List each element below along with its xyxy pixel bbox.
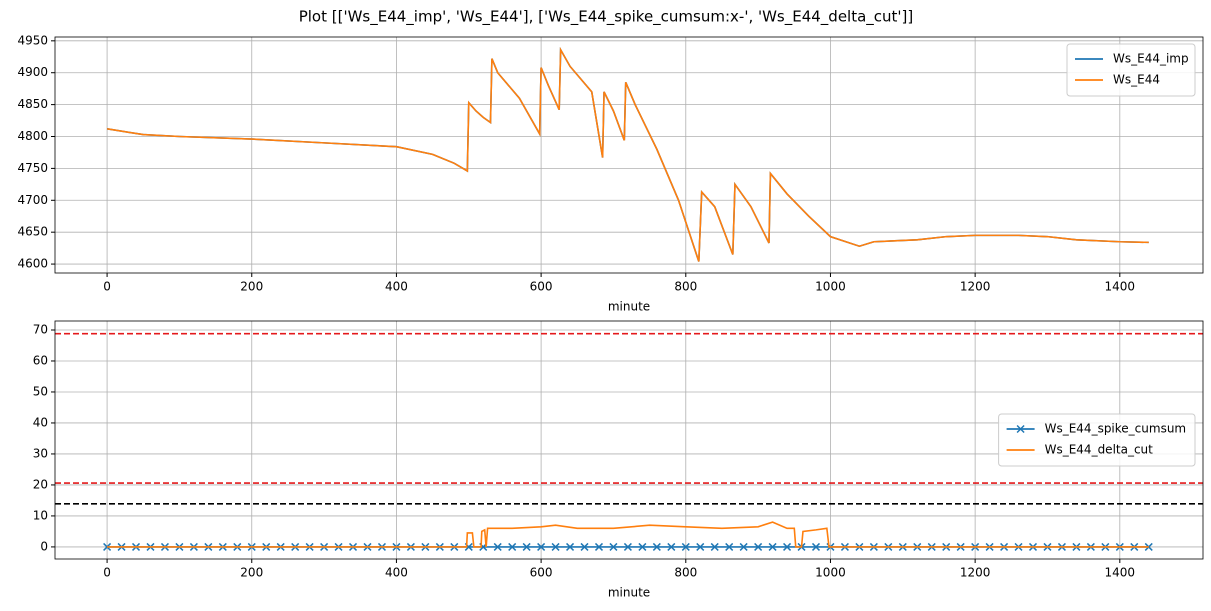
y-tick-label: 20	[33, 477, 48, 491]
series-line	[106, 46, 1149, 262]
x-tick-label: 0	[103, 566, 111, 580]
y-tick-label: 0	[40, 539, 48, 553]
legend-label: Ws_E44_delta_cut	[1045, 443, 1154, 457]
marker	[811, 542, 821, 551]
x-tick-label: 600	[530, 566, 553, 580]
marker	[783, 542, 792, 551]
y-tick-label: 4800	[17, 129, 48, 143]
x-tick-label: 800	[674, 280, 697, 294]
y-tick-label: 4750	[17, 161, 48, 175]
x-tick-label: 1400	[1105, 566, 1136, 580]
marker	[537, 542, 546, 551]
legend-box	[998, 413, 1196, 467]
y-tick-label: 50	[33, 384, 48, 398]
marker	[739, 542, 748, 551]
marker	[522, 542, 531, 551]
x-tick-label: 1200	[960, 566, 991, 580]
marker	[754, 542, 763, 551]
series-line	[107, 521, 1149, 548]
legend-marker	[1016, 424, 1025, 434]
y-tick-label: 30	[33, 446, 48, 460]
marker	[609, 542, 618, 551]
x-tick-label: 1400	[1105, 280, 1136, 294]
x-tick-label: 400	[385, 280, 408, 294]
marker	[667, 542, 676, 551]
marker	[652, 542, 661, 551]
marker	[681, 542, 690, 551]
marker	[710, 542, 719, 551]
marker	[566, 542, 575, 551]
x-tick-label: 200	[240, 280, 263, 294]
marker	[580, 542, 589, 551]
x-tick-label: 1000	[815, 566, 846, 580]
marker	[594, 542, 604, 551]
x-tick-label: 1200	[960, 280, 991, 294]
marker	[768, 542, 777, 551]
marker	[725, 542, 734, 551]
x-tick-label: 400	[385, 566, 408, 580]
y-tick-label: 70	[33, 322, 48, 336]
series-line	[106, 46, 1149, 262]
axes-frame	[54, 36, 1204, 274]
y-tick-label: 4900	[17, 65, 48, 79]
marker	[623, 542, 632, 551]
x-axis-label: minute	[608, 586, 650, 600]
marker	[551, 542, 560, 551]
axes-frame	[54, 320, 1204, 560]
x-tick-label: 200	[240, 566, 263, 580]
x-tick-label: 0	[103, 280, 111, 294]
y-tick-label: 60	[33, 353, 48, 367]
y-tick-label: 40	[33, 415, 48, 429]
y-tick-label: 4600	[17, 257, 48, 271]
x-tick-label: 800	[674, 566, 697, 580]
x-axis-label: minute	[608, 300, 650, 314]
legend-box	[1066, 43, 1196, 97]
legend-label: Ws_E44_imp	[1113, 52, 1189, 66]
marker	[508, 542, 517, 551]
y-tick-label: 10	[33, 508, 48, 522]
marker	[638, 542, 647, 551]
x-tick-label: 1000	[815, 280, 846, 294]
marker	[493, 542, 502, 551]
y-tick-label: 4850	[17, 97, 48, 111]
legend-label: Ws_E44_spike_cumsum	[1045, 422, 1187, 436]
marker	[696, 542, 705, 551]
y-tick-label: 4950	[17, 33, 48, 47]
y-tick-label: 4700	[17, 193, 48, 207]
x-tick-label: 600	[530, 280, 553, 294]
legend-label: Ws_E44	[1113, 73, 1160, 87]
y-tick-label: 4650	[17, 225, 48, 239]
figure-title: Plot [['Ws_E44_imp', 'Ws_E44'], ['Ws_E44…	[299, 8, 914, 27]
